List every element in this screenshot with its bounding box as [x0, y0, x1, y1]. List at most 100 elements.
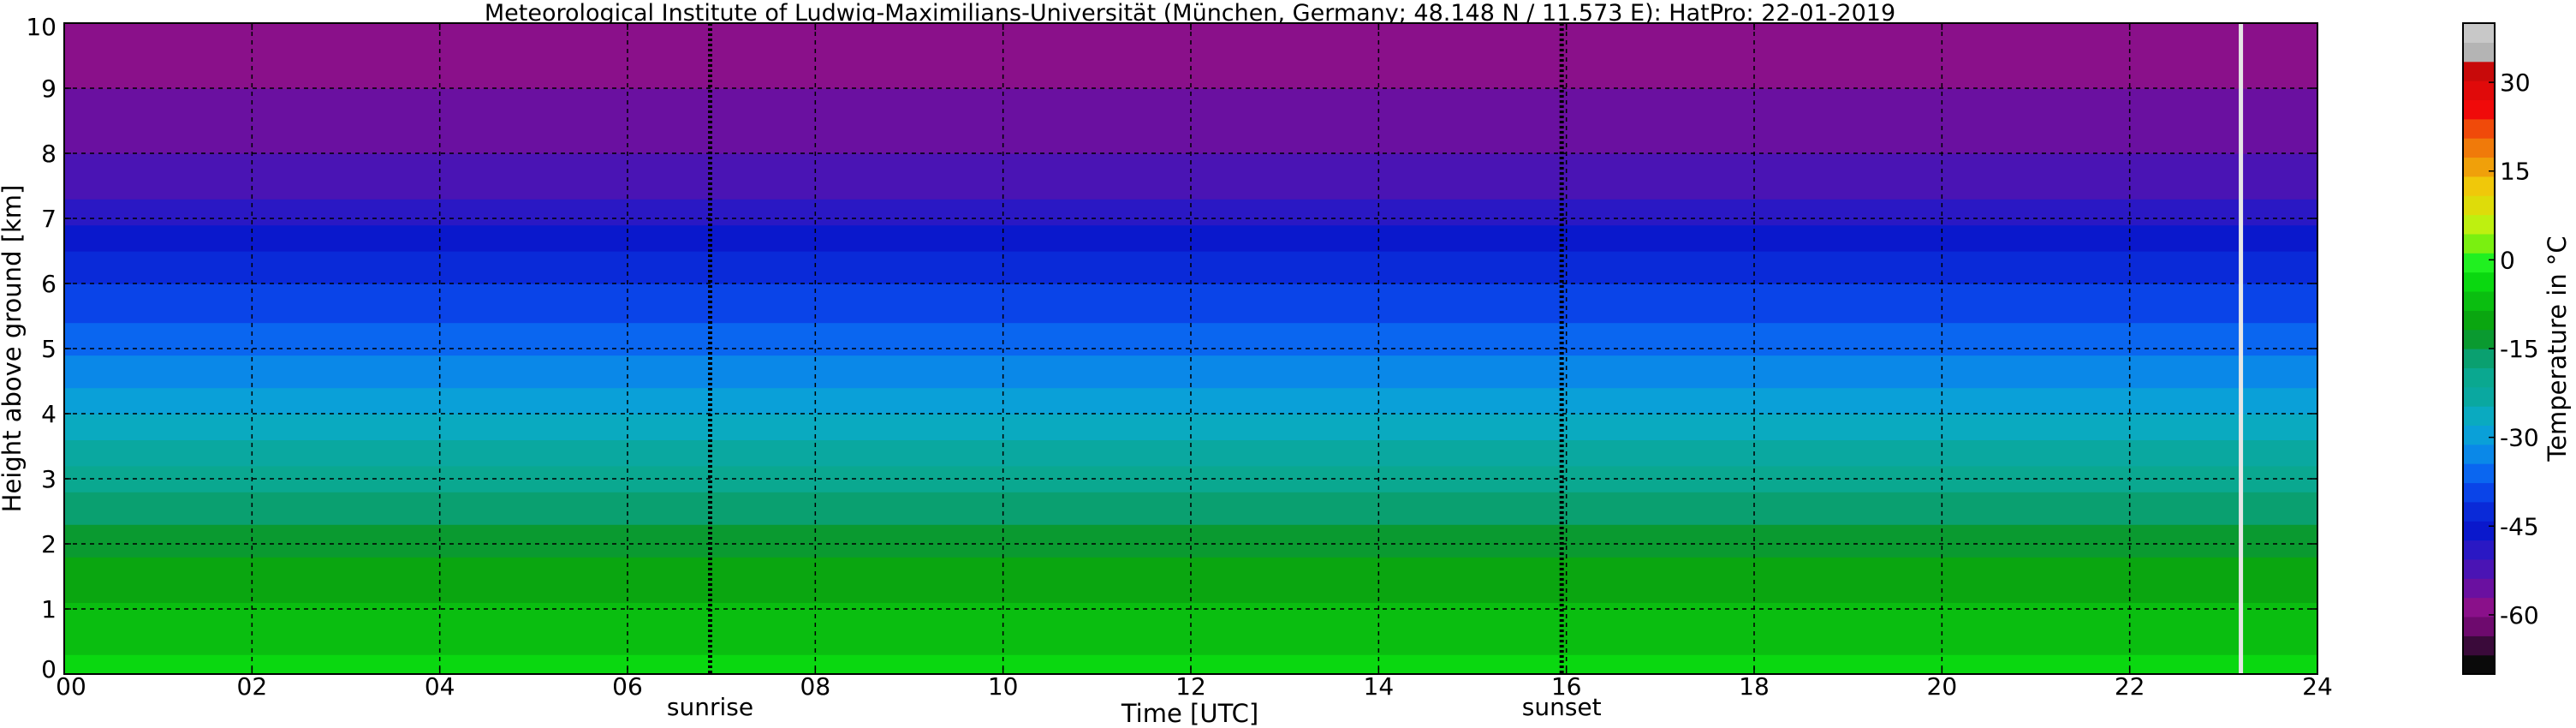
heatmap-cell — [64, 42, 2317, 50]
heatmap-cell — [64, 231, 2317, 239]
heatmap-cell — [64, 264, 2317, 272]
heatmap-cell — [64, 316, 2317, 324]
colorbar-segment — [2463, 23, 2495, 43]
y-tick-label: 3 — [41, 465, 57, 493]
x-tick-label: 10 — [988, 672, 1019, 701]
colorbar-segment — [2463, 42, 2495, 63]
x-tick-label: 00 — [56, 672, 86, 701]
x-tick-label: 22 — [2115, 672, 2145, 701]
colorbar-ticks: 30 15 0 -15 -30 -45 -60 — [2489, 69, 2539, 630]
heatmap-cell — [64, 199, 2317, 206]
grid-layer — [64, 23, 2317, 674]
y-tick-label: 2 — [41, 530, 57, 558]
heatmap-cell — [64, 589, 2317, 597]
heatmap-cell — [64, 335, 2317, 343]
colorbar-segment — [2463, 157, 2495, 177]
colorbar-segment — [2463, 654, 2495, 675]
x-tick-label: 04 — [425, 672, 455, 701]
colorbar-segment — [2463, 482, 2495, 503]
x-tick-label: 24 — [2302, 672, 2333, 701]
heatmap-cell — [64, 504, 2317, 512]
colorbar-segment — [2463, 138, 2495, 158]
colorbar-segment — [2463, 272, 2495, 292]
heatmap-cell — [64, 121, 2317, 128]
colorbar-segment — [2463, 367, 2495, 388]
heatmap-cell — [64, 615, 2317, 623]
colorbar-segment — [2463, 176, 2495, 196]
colorbar-segment — [2463, 349, 2495, 368]
y-tick-label: 5 — [41, 335, 57, 363]
marker-layer — [708, 23, 2244, 674]
y-tick-label: 0 — [41, 655, 57, 683]
heatmap-cell — [64, 524, 2317, 532]
y-tick-label: 8 — [41, 140, 57, 168]
colorbar — [2463, 23, 2495, 675]
colorbar-segment — [2463, 61, 2495, 81]
heatmap-cell — [64, 62, 2317, 69]
sunrise-label: sunrise — [667, 693, 753, 721]
colorbar-segment — [2463, 463, 2495, 484]
y-tick-label: 7 — [41, 205, 57, 233]
heatmap-cell — [64, 641, 2317, 649]
heatmap-cell — [64, 367, 2317, 375]
y-tick-label: 10 — [26, 13, 57, 41]
y-tick-label: 4 — [41, 400, 57, 428]
heatmap-cell — [64, 582, 2317, 590]
heatmap-cell — [64, 420, 2317, 427]
colorbar-tick-label: 15 — [2500, 158, 2531, 186]
heatmap-cell — [64, 550, 2317, 558]
heatmap-cell — [64, 609, 2317, 617]
heatmap-cell — [64, 205, 2317, 212]
heatmap-cell — [64, 179, 2317, 187]
colorbar-label: Temperature in °C — [2543, 236, 2572, 462]
colorbar-segment — [2463, 290, 2495, 311]
colorbar-tick-label: -45 — [2500, 512, 2539, 540]
colorbar-segment — [2463, 386, 2495, 407]
colorbar-segment — [2463, 444, 2495, 464]
colorbar-segment — [2463, 253, 2495, 273]
heatmap-cell — [64, 498, 2317, 505]
heatmap-cell — [64, 309, 2317, 317]
heatmap-cell — [64, 224, 2317, 232]
heatmap-cell — [64, 452, 2317, 460]
colorbar-segment — [2463, 558, 2495, 579]
heatmap-cell — [64, 101, 2317, 109]
heatmap-cell — [64, 479, 2317, 486]
colorbar-segment — [2463, 329, 2495, 349]
y-axis-ticks: 0 1 2 3 4 5 6 7 8 9 10 — [26, 13, 2317, 683]
heatmap-cell — [64, 94, 2317, 102]
x-tick-label: 18 — [1739, 672, 1770, 701]
colorbar-segment — [2463, 425, 2495, 445]
heatmap-cell — [64, 446, 2317, 454]
heatmap-cell — [64, 394, 2317, 402]
colorbar-segment — [2463, 195, 2495, 216]
heatmap-cell — [64, 283, 2317, 291]
y-tick-label: 1 — [41, 595, 57, 624]
heatmap-cell — [64, 69, 2317, 76]
chart-title: Meteorological Institute of Ludwig-Maxim… — [485, 0, 1895, 27]
heatmap-cell — [64, 635, 2317, 642]
colorbar-segment — [2463, 521, 2495, 541]
heatmap-cell — [64, 153, 2317, 161]
colorbar-segment — [2463, 233, 2495, 254]
x-tick-label: 14 — [1364, 672, 1395, 701]
colorbar-segment — [2463, 310, 2495, 331]
heatmap-cell — [64, 472, 2317, 480]
annotations: sunrise sunset — [667, 693, 1602, 721]
colorbar-segment — [2463, 597, 2495, 618]
colorbar-segment — [2463, 406, 2495, 427]
data-gap — [2239, 23, 2244, 674]
colorbar-segment — [2463, 81, 2495, 101]
heatmap-cell — [64, 146, 2317, 154]
colorbar-segment — [2463, 540, 2495, 560]
colorbar-tick-label: 30 — [2500, 69, 2531, 97]
x-tick-label: 02 — [237, 672, 268, 701]
x-axis-label: Time [UTC] — [1121, 699, 1258, 728]
heatmap-cell — [64, 172, 2317, 180]
colorbar-segment — [2463, 118, 2495, 139]
heatmap-cell — [64, 557, 2317, 564]
heatmap-cell — [64, 660, 2317, 668]
x-tick-label: 06 — [612, 672, 643, 701]
colorbar-segment — [2463, 616, 2495, 636]
